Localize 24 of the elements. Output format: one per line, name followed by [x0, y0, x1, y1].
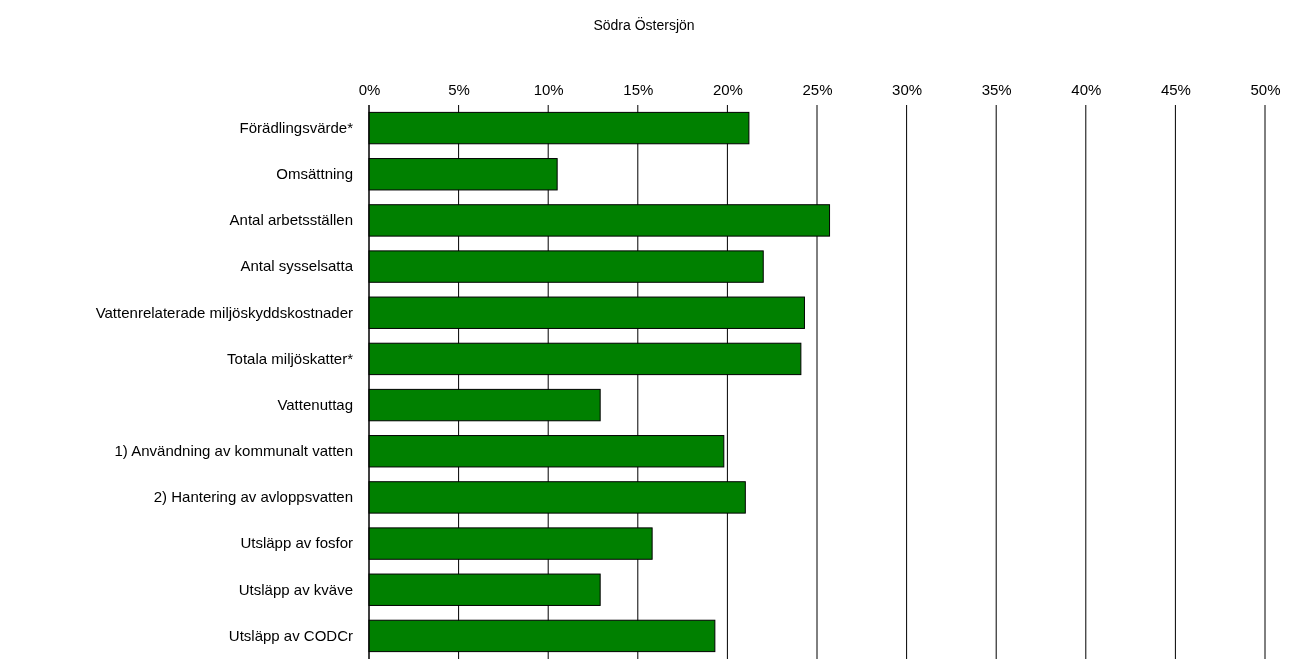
- y-tick-label: Antal arbetsställen: [229, 211, 353, 229]
- x-tick-label: 0%: [358, 81, 381, 98]
- x-tick-label: 5%: [448, 81, 470, 98]
- y-tick-label: 1) Användning av kommunalt vatten: [114, 442, 353, 460]
- y-tick-label: Förädlingsvärde*: [239, 118, 354, 136]
- y-tick-label: Vattenuttag: [277, 395, 353, 413]
- x-tick-label: 10%: [533, 81, 564, 98]
- y-tick-label: Utsläpp av fosfor: [240, 534, 353, 552]
- x-tick-label: 45%: [1160, 81, 1191, 98]
- y-tick-label: Utsläpp av CODCr: [228, 626, 353, 644]
- x-tick-label: 15%: [623, 81, 654, 98]
- x-tick-label: 40%: [1071, 81, 1102, 98]
- x-tick-label: 30%: [892, 81, 923, 98]
- y-tick-label: Utsläpp av kväve: [238, 580, 353, 598]
- chart-title: Södra Östersjön: [593, 16, 695, 33]
- y-tick-label: Vattenrelaterade miljöskyddskostnader: [95, 303, 353, 321]
- x-tick-label: 50%: [1250, 81, 1281, 98]
- x-tick-label: 20%: [712, 81, 743, 98]
- y-tick-label: Omsättning: [276, 165, 353, 183]
- y-tick-label: Antal sysselsatta: [240, 257, 354, 275]
- y-tick-label: Totala miljöskatter*: [227, 349, 354, 367]
- x-tick-label: 25%: [802, 81, 833, 98]
- y-tick-label: 2) Hantering av avloppsvatten: [153, 488, 353, 506]
- x-tick-label: 35%: [981, 81, 1012, 98]
